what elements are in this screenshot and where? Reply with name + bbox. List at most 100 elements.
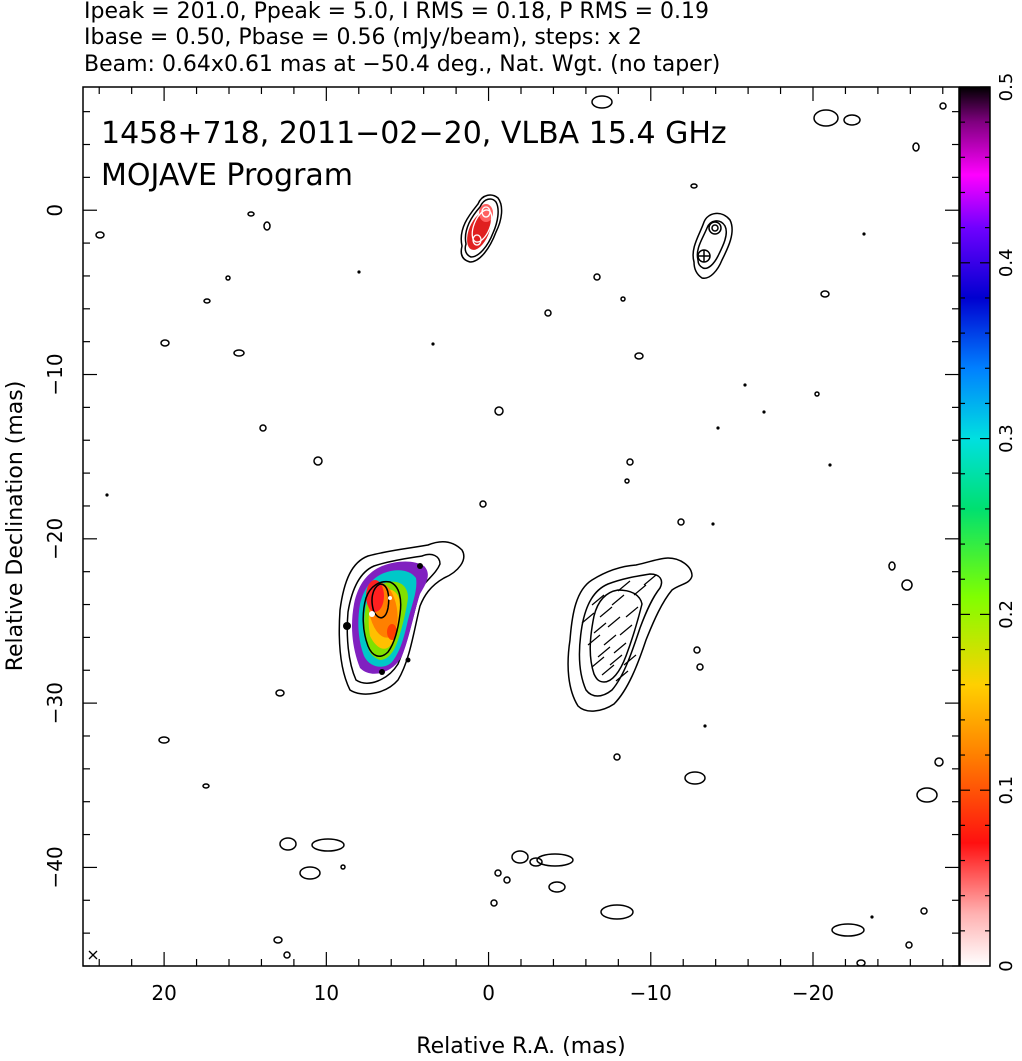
source-label: 1458+718, 2011−02−20, VLBA 15.4 GHz xyxy=(101,116,727,151)
noise-contour xyxy=(620,296,626,302)
noise-contour xyxy=(696,663,704,671)
noise-contour xyxy=(503,876,511,884)
y-axis-label: Relative Declination (mas) xyxy=(3,381,28,672)
noise-contour xyxy=(548,881,566,893)
noise-contour xyxy=(283,951,291,959)
polarization-vector xyxy=(593,622,607,634)
noise-contour xyxy=(529,857,543,867)
noise-contour xyxy=(494,869,502,877)
x-tick-label: 0 xyxy=(482,981,495,1005)
x-tick-label: 10 xyxy=(314,981,339,1005)
polarization-vector xyxy=(633,584,647,596)
y-tick-label: −10 xyxy=(43,353,67,395)
noise-contour xyxy=(684,771,706,785)
axis-tick-labels: 20 10 0 −10 −20 0 −10 −20 −30 −40 xyxy=(43,204,834,1005)
noise-contour xyxy=(916,787,938,803)
noise-contour xyxy=(920,907,928,915)
noise-dot xyxy=(828,463,832,467)
noise-contour xyxy=(693,646,701,654)
noise-contour xyxy=(901,579,913,591)
noise-dot xyxy=(711,522,715,526)
polarization-vector xyxy=(623,654,637,666)
y-tick-label: −20 xyxy=(43,518,67,560)
noise-contour xyxy=(624,478,630,484)
noise-contour xyxy=(279,837,297,851)
noise-contour xyxy=(626,458,634,466)
y-tick-label: 0 xyxy=(43,204,67,217)
header-line-3: Beam: 0.64x0.61 mas at −50.4 deg., Nat. … xyxy=(84,52,720,77)
x-tick-label: −10 xyxy=(630,981,672,1005)
noise-contour xyxy=(934,757,944,767)
noise-dot xyxy=(431,342,435,346)
polarization-vector xyxy=(607,616,621,628)
noise-dot xyxy=(862,232,866,236)
noise-contour xyxy=(273,936,283,944)
colorbar-tick-label: 0 xyxy=(996,960,1017,971)
polarization-vector xyxy=(617,580,631,592)
core-component xyxy=(460,194,503,263)
polarization-vector xyxy=(643,574,657,586)
noise-contour xyxy=(593,273,601,281)
polarization-vector xyxy=(615,670,629,682)
noise-contour xyxy=(843,114,861,126)
noise-contour xyxy=(340,864,346,870)
polarization-vector xyxy=(601,664,615,676)
polarization-vector xyxy=(591,594,605,606)
noise-dot xyxy=(357,270,361,274)
polarization-vector xyxy=(587,634,601,646)
colorbar-tick-label: 0.2 xyxy=(996,600,1017,629)
noise-dot xyxy=(870,915,874,919)
west-lobe-component xyxy=(567,557,693,712)
west-knot-component xyxy=(692,212,733,279)
noise-contour xyxy=(299,866,321,880)
noise-contour xyxy=(613,753,621,761)
polarization-vector xyxy=(611,594,625,606)
program-label: MOJAVE Program xyxy=(101,158,353,193)
header-line-2: Ibase = 0.50, Pbase = 0.56 (mJy/beam), s… xyxy=(84,25,642,50)
polarization-vector xyxy=(599,606,613,618)
noise-contour xyxy=(247,211,255,217)
noise-contour xyxy=(912,142,920,152)
polarization-vector xyxy=(597,646,611,658)
colorbar-tick-label: 0.1 xyxy=(996,776,1017,805)
noise-contours xyxy=(88,95,947,966)
polarization-vector xyxy=(581,612,595,624)
noise-contour xyxy=(600,904,634,920)
axis-ticks xyxy=(83,87,959,967)
noise-contour xyxy=(888,561,896,571)
polarization-vectors xyxy=(581,574,657,682)
x-axis-label: Relative R.A. (mas) xyxy=(416,1034,625,1059)
noise-contour xyxy=(233,349,245,357)
noise-contour xyxy=(203,298,211,304)
noise-contour xyxy=(158,736,170,744)
noise-contour xyxy=(263,221,271,231)
noise-contour xyxy=(511,850,529,864)
noise-contour xyxy=(814,391,820,397)
noise-contour xyxy=(831,923,865,937)
noise-contour xyxy=(313,456,323,466)
colorbar xyxy=(959,86,991,967)
x-tick-label: −20 xyxy=(792,981,834,1005)
polarization-vector xyxy=(603,634,617,646)
colorbar-ticks: 0 0.1 0.2 0.3 0.4 0.5 xyxy=(960,73,1017,972)
noise-dot xyxy=(743,383,747,387)
plot-frame xyxy=(82,86,960,967)
x-tick-label: 20 xyxy=(151,981,176,1005)
y-tick-label: −40 xyxy=(43,846,67,888)
colorbar-tick-label: 0.4 xyxy=(996,248,1017,277)
noise-contour xyxy=(494,406,504,416)
noise-contour xyxy=(202,783,210,789)
noise-dot xyxy=(716,426,720,430)
noise-contour xyxy=(813,109,839,127)
noise-contour xyxy=(311,838,345,852)
noise-contour xyxy=(479,500,487,508)
noise-contour xyxy=(820,290,830,298)
polarization-vector xyxy=(591,656,605,668)
noise-contour xyxy=(905,941,913,949)
polarization-vector xyxy=(619,624,633,636)
noise-contour xyxy=(591,95,613,109)
polarization-vector xyxy=(609,654,623,666)
noise-contour xyxy=(275,689,285,697)
header-line-1: Ipeak = 201.0, Ppeak = 5.0, I RMS = 0.18… xyxy=(84,0,709,24)
noise-contour xyxy=(634,352,644,360)
